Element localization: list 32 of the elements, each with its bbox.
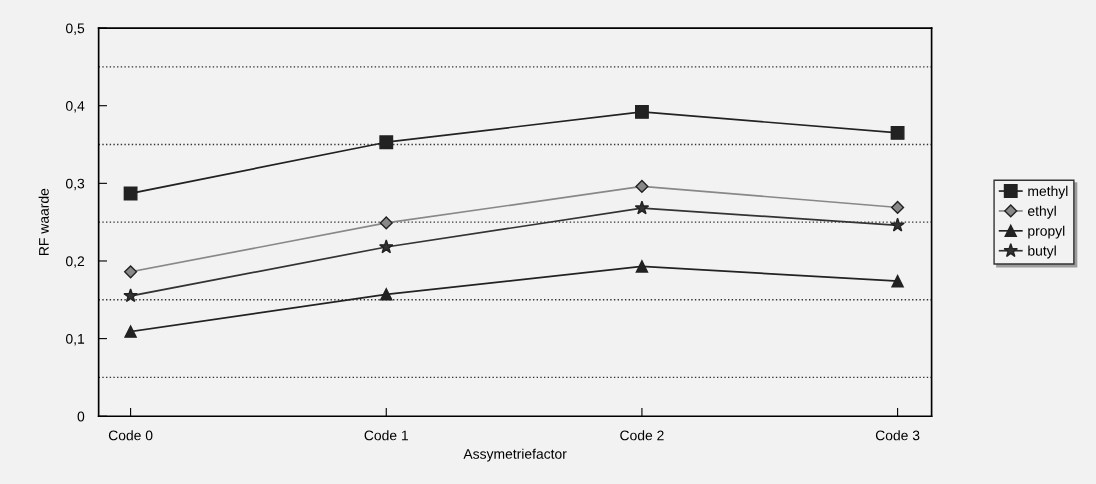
x-axis-title: Assymetriefactor <box>463 448 567 462</box>
legend-label: propyl <box>1028 225 1065 239</box>
point <box>891 200 905 214</box>
y-tick-label: 0,2 <box>65 256 85 268</box>
x-tick-label: Code 2 <box>620 430 664 441</box>
point <box>124 325 137 338</box>
point <box>123 288 138 303</box>
point <box>379 216 393 230</box>
point <box>124 265 138 279</box>
y-tick-label: 0,1 <box>65 333 85 346</box>
x-tick-label: Code 1 <box>364 430 408 441</box>
x-tick-label: Code 3 <box>875 430 920 441</box>
point <box>890 217 905 232</box>
point <box>634 104 649 119</box>
point <box>635 179 649 194</box>
y-tick-label: 0,5 <box>65 23 85 35</box>
y-tick-label: 0 <box>77 411 85 422</box>
point <box>378 239 394 254</box>
y-tick-label: 0,3 <box>65 178 85 191</box>
point <box>123 186 138 201</box>
point <box>380 288 393 301</box>
point <box>634 200 650 215</box>
x-tick-label: Code 0 <box>108 430 153 441</box>
y-tick-label: 0,4 <box>65 101 85 113</box>
legend-label: butyl <box>1028 245 1056 259</box>
legend-label: ethyl <box>1028 205 1056 219</box>
point <box>379 135 394 150</box>
point <box>635 260 649 273</box>
point <box>890 125 905 140</box>
point <box>891 274 904 288</box>
legend-label: methyl <box>1028 185 1068 199</box>
y-axis-title: RF waarde <box>38 188 49 255</box>
